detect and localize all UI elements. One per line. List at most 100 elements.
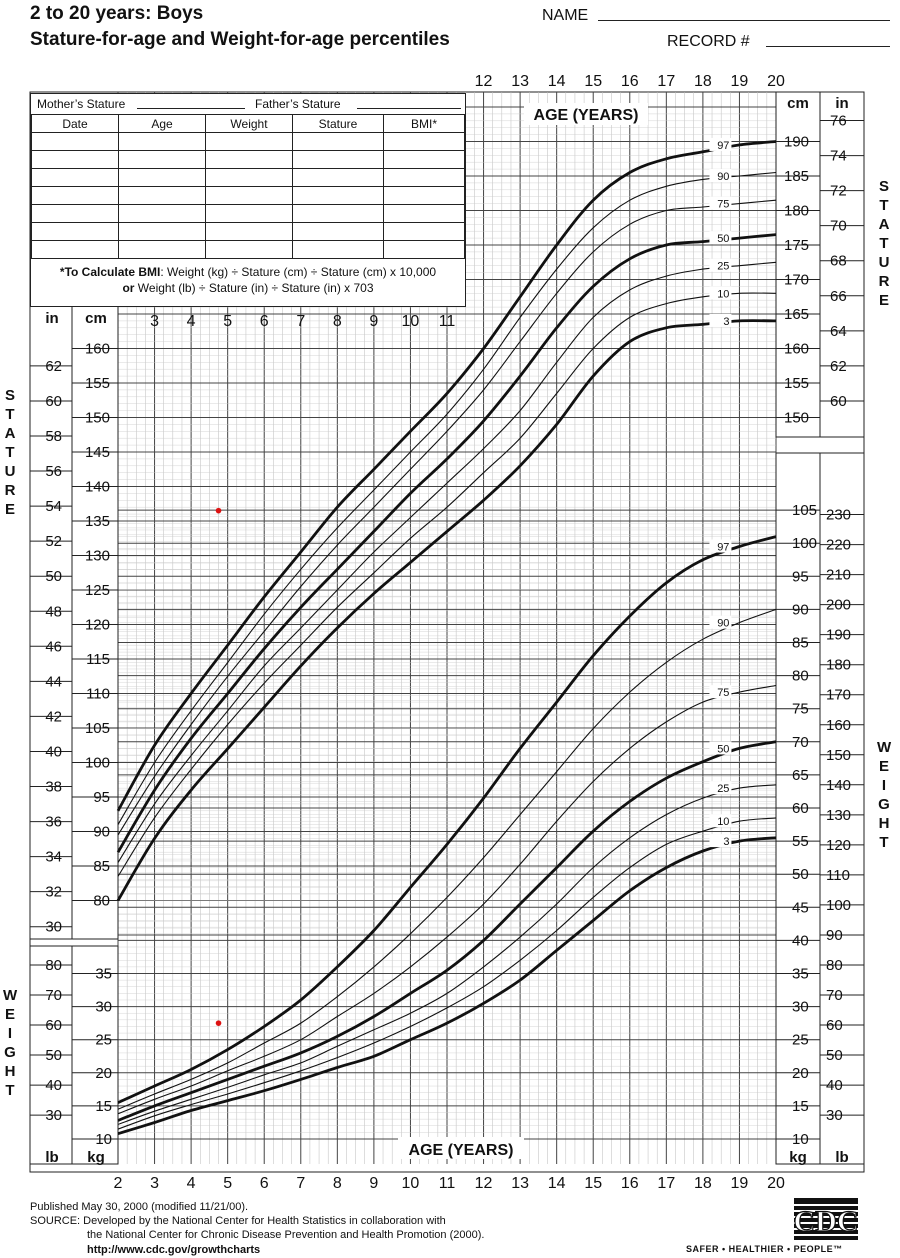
weight-curve-p25 [117, 784, 777, 1125]
cdc-url[interactable]: http://www.cdc.gov/growthcharts [87, 1244, 261, 1256]
percentile-label-bg [709, 615, 732, 629]
percentile-label-bg [709, 169, 732, 182]
lb-tick-label: 30 [45, 1107, 62, 1124]
in-tick-label: 66 [830, 288, 847, 305]
weight-percentile-label: 97 [717, 542, 729, 554]
in-tick-label: 64 [830, 323, 847, 340]
cm-tick-label: 175 [784, 237, 809, 254]
percentile-label-bg [709, 286, 732, 300]
cm-tick-label: 125 [85, 582, 110, 599]
lb-tick-label: 200 [826, 597, 851, 614]
record-row[interactable] [31, 240, 465, 259]
in-tick-label: 30 [45, 919, 62, 936]
in-tick-label: 40 [45, 743, 62, 760]
age-tick-label-bottom: 15 [584, 1175, 602, 1192]
record-row[interactable] [31, 222, 465, 241]
age-tick-label-mid: 10 [402, 313, 420, 330]
cm-tick-label: 80 [93, 893, 110, 910]
weight-curve-p75 [117, 684, 777, 1115]
age-tick-label-mid: 6 [260, 313, 269, 330]
lb-tick-label: 80 [826, 957, 843, 974]
cm-tick-label: 95 [93, 789, 110, 806]
lb-unit-label: lb [45, 1149, 58, 1166]
in-tick-label: 60 [45, 393, 62, 410]
percentile-label-bg [709, 231, 732, 245]
percentile-label-bg [709, 258, 732, 272]
age-tick-label-bottom: 17 [657, 1175, 675, 1192]
in-tick-label: 68 [830, 253, 847, 270]
age-tick-label-bottom: 14 [548, 1175, 566, 1192]
age-tick-label-bottom: 10 [402, 1175, 420, 1192]
stature-percentile-label: 50 [717, 233, 729, 245]
percentile-label-bg [709, 834, 732, 848]
col-stature: Stature [292, 114, 384, 133]
kg-tick-label: 85 [792, 635, 809, 652]
age-tick-label-mid: 7 [296, 313, 305, 330]
percentile-label-bg [709, 741, 732, 755]
age-tick-label-bottom: 20 [767, 1175, 785, 1192]
record-row[interactable] [31, 204, 465, 223]
cm-tick-label: 85 [93, 858, 110, 875]
record-label: RECORD # [667, 33, 750, 50]
in-tick-label: 54 [45, 498, 62, 515]
age-tick-label-bottom: 13 [511, 1175, 529, 1192]
cm-unit-label: cm [787, 95, 809, 112]
in-tick-label: 46 [45, 638, 62, 655]
percentile-label-bg [709, 196, 732, 210]
cm-tick-label: 160 [85, 341, 110, 358]
cm-tick-label: 110 [86, 686, 110, 703]
kg-tick-label: 15 [792, 1098, 809, 1115]
kg-tick-label: 20 [792, 1065, 809, 1082]
in-tick-label: 62 [45, 358, 62, 375]
in-tick-label: 38 [45, 779, 62, 796]
cm-tick-label: 100 [85, 755, 110, 772]
record-row[interactable] [31, 150, 465, 169]
age-axis-title-top: AGE (YEARS) [534, 107, 639, 124]
percentile-label-bg [709, 313, 732, 327]
age-tick-label-bottom: 16 [621, 1175, 639, 1192]
age-title-bg [524, 103, 648, 125]
in-tick-label: 60 [830, 393, 847, 410]
weight-percentile-label: 3 [723, 836, 729, 848]
age-tick-label-bottom: 12 [475, 1175, 493, 1192]
cm-tick-label: 165 [784, 306, 809, 323]
in-tick-label: 76 [830, 113, 847, 130]
age-tick-label-top: 13 [511, 73, 529, 90]
kg-tick-label: 10 [792, 1131, 809, 1148]
kg-tick-label: 90 [792, 601, 809, 618]
kg-tick-label: 55 [792, 833, 809, 850]
col-weight: Weight [205, 114, 293, 133]
kg-tick-label: 30 [95, 999, 112, 1016]
age-tick-label-top: 20 [767, 73, 785, 90]
chart-title-line2: Stature-for-age and Weight-for-age perce… [30, 29, 450, 50]
record-row[interactable] [31, 186, 465, 205]
cdc-logo: CDC [792, 1196, 860, 1242]
mothers-stature-field[interactable] [137, 108, 245, 109]
kg-tick-label: 25 [95, 1032, 112, 1049]
cm-tick-label: 130 [85, 548, 110, 565]
lb-tick-label: 190 [826, 627, 851, 644]
lb-unit-label: lb [835, 1149, 848, 1166]
record-row[interactable] [31, 168, 465, 187]
weight-curve-p10 [117, 817, 777, 1130]
record-row[interactable] [31, 132, 465, 151]
lb-tick-label: 230 [826, 507, 851, 524]
kg-tick-label: 105 [792, 502, 817, 519]
in-tick-label: 44 [45, 673, 62, 690]
record-field[interactable] [766, 46, 890, 47]
stature-curve-p90 [117, 171, 777, 825]
stature-percentile-label: 10 [717, 288, 729, 300]
lb-tick-label: 60 [45, 1017, 62, 1034]
lb-tick-label: 180 [826, 657, 851, 674]
kg-tick-label: 100 [792, 535, 817, 552]
stature-curve-p25 [117, 261, 777, 863]
in-tick-label: 36 [45, 814, 62, 831]
name-field[interactable] [598, 20, 890, 21]
fathers-stature-field[interactable] [357, 108, 461, 109]
col-age: Age [118, 114, 206, 133]
kg-unit-label: kg [87, 1149, 105, 1166]
weight-percentile-label: 50 [717, 743, 729, 755]
cm-tick-label: 170 [784, 272, 809, 289]
weight-curve-p97 [117, 535, 777, 1104]
in-tick-label: 56 [45, 463, 62, 480]
